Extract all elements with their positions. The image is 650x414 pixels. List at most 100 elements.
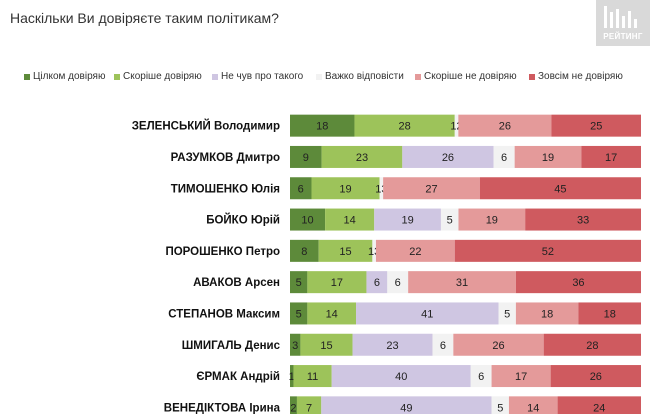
category-label: ШМИГАЛЬ Денис bbox=[182, 340, 281, 352]
legend-swatch bbox=[114, 74, 120, 80]
bar-segment bbox=[491, 365, 551, 388]
category-label: ТИМОШЕНКО Юлія bbox=[171, 183, 280, 195]
bar-segment bbox=[321, 396, 492, 414]
bar-segment bbox=[296, 396, 322, 414]
bar-segment bbox=[290, 114, 355, 137]
bar-segment bbox=[290, 333, 301, 356]
legend-swatch bbox=[529, 74, 535, 80]
bar-segment bbox=[293, 365, 332, 388]
bar-segment bbox=[383, 177, 480, 200]
data-label: 14 bbox=[326, 308, 338, 320]
data-label: 5 bbox=[296, 277, 302, 289]
bar-segment bbox=[454, 114, 459, 137]
data-label: 19 bbox=[542, 152, 554, 164]
bar-segment bbox=[290, 208, 326, 231]
legend-label: Скоріше довіряю bbox=[123, 71, 202, 82]
data-label: 5 bbox=[497, 402, 503, 414]
bar-segment bbox=[307, 302, 357, 325]
data-label: 24 bbox=[593, 402, 605, 414]
data-label: 23 bbox=[386, 340, 398, 352]
rating-logo: РЕЙТИНГ bbox=[596, 0, 650, 46]
data-label: 17 bbox=[515, 371, 527, 383]
category-label: ПОРОШЕНКО Петро bbox=[165, 246, 280, 258]
category-label: ЄРМАК Андрій bbox=[196, 371, 280, 383]
bar-segment bbox=[543, 333, 641, 356]
bar-segment bbox=[300, 333, 353, 356]
data-label: 5 bbox=[296, 308, 302, 320]
data-label: 40 bbox=[395, 371, 407, 383]
data-label: 6 bbox=[501, 152, 507, 164]
data-label: 26 bbox=[442, 152, 454, 164]
bar-segment bbox=[508, 396, 558, 414]
bar-segment bbox=[374, 208, 441, 231]
bar-segment bbox=[318, 239, 373, 262]
bar-segment bbox=[550, 365, 641, 388]
data-label: 5 bbox=[504, 308, 510, 320]
data-label: 6 bbox=[374, 277, 380, 289]
data-label: 31 bbox=[456, 277, 468, 289]
bar-segment bbox=[325, 208, 375, 231]
data-label: 14 bbox=[527, 402, 539, 414]
data-label: 33 bbox=[577, 215, 589, 227]
bar-segment bbox=[454, 239, 641, 262]
bar-segment bbox=[311, 177, 380, 200]
data-label: 26 bbox=[590, 371, 602, 383]
data-label: 1 bbox=[289, 371, 295, 383]
data-label: 18 bbox=[316, 121, 328, 133]
bar-segment bbox=[453, 333, 544, 356]
bar-segment bbox=[387, 271, 409, 294]
data-label: 17 bbox=[605, 152, 617, 164]
data-label: 41 bbox=[421, 308, 433, 320]
data-label: 11 bbox=[307, 371, 318, 383]
bar-segment bbox=[290, 365, 294, 388]
category-label: АВАКОВ Арсен bbox=[193, 277, 280, 289]
category-label: СТЕПАНОВ Максим bbox=[168, 308, 280, 320]
data-label: 36 bbox=[572, 277, 584, 289]
legend-swatch bbox=[24, 74, 30, 80]
data-label: 26 bbox=[499, 121, 511, 133]
bar-segment bbox=[290, 271, 308, 294]
bar-segment bbox=[354, 114, 455, 137]
bar-segment bbox=[290, 239, 319, 262]
bar-segment bbox=[498, 302, 516, 325]
category-label: ЗЕЛЕНСЬКИЙ Володимир bbox=[132, 120, 280, 133]
data-label: 52 bbox=[542, 246, 554, 258]
bar-segment bbox=[491, 396, 509, 414]
category-label: ВЕНЕДІКТОВА Ірина bbox=[164, 402, 281, 414]
legend-swatch bbox=[415, 74, 421, 80]
bar-segment bbox=[493, 145, 515, 168]
category-label: РАЗУМКОВ Дмитро bbox=[171, 152, 280, 164]
bar-segment bbox=[470, 365, 492, 388]
bar-segment bbox=[458, 114, 552, 137]
bar-segment bbox=[331, 365, 471, 388]
bar-segment bbox=[525, 208, 641, 231]
legend-label: Скоріше не довіряю bbox=[424, 71, 517, 82]
data-label: 6 bbox=[478, 371, 484, 383]
bar-segment bbox=[321, 145, 403, 168]
logo-icon bbox=[604, 6, 637, 28]
data-label: 9 bbox=[303, 152, 309, 164]
chart-title: Наскільки Ви довіряєте таким політикам? bbox=[10, 10, 279, 26]
data-label: 7 bbox=[306, 402, 312, 414]
data-label: 23 bbox=[356, 152, 368, 164]
data-label: 49 bbox=[400, 402, 412, 414]
bar-segment bbox=[372, 239, 376, 262]
legend-swatch bbox=[212, 74, 218, 80]
data-label: 22 bbox=[409, 246, 421, 258]
category-label: БОЙКО Юрій bbox=[206, 214, 280, 227]
data-label: 2 bbox=[290, 402, 296, 414]
bar-segment bbox=[352, 333, 433, 356]
bar-segment bbox=[290, 396, 297, 414]
data-label: 17 bbox=[331, 277, 343, 289]
data-label: 25 bbox=[590, 121, 602, 133]
bar-segment bbox=[290, 302, 308, 325]
data-label: 28 bbox=[586, 340, 598, 352]
bar-segment bbox=[557, 396, 641, 414]
data-label: 6 bbox=[440, 340, 446, 352]
data-label: 8 bbox=[301, 246, 307, 258]
bar-segment bbox=[515, 302, 579, 325]
legend-label: Не чув про такого bbox=[221, 71, 304, 82]
data-label: 19 bbox=[339, 183, 351, 195]
bar-segment bbox=[479, 177, 641, 200]
